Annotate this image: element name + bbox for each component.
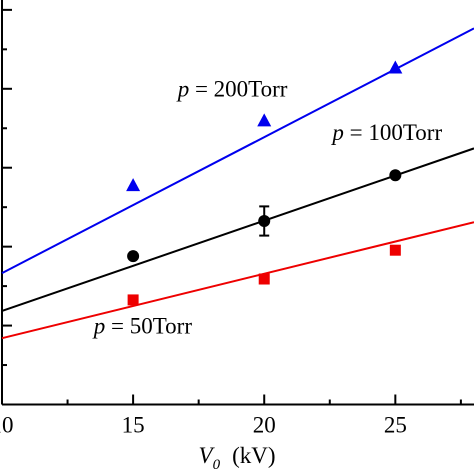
point: [389, 244, 401, 256]
point: [127, 250, 140, 263]
fit-line: [1, 27, 474, 274]
x-label-subscript: 0: [213, 457, 221, 473]
annotation-text: = 50Torr: [105, 313, 192, 338]
x-tick-label: 10: [0, 413, 14, 438]
annotation-symbol: p: [92, 313, 106, 338]
point: [388, 60, 403, 74]
annotation-text: = 200Torr: [189, 77, 288, 102]
fit-line: [1, 147, 474, 312]
point: [127, 294, 139, 306]
annotation-symbol: p: [176, 77, 190, 102]
x-tick-label: 15: [122, 413, 145, 438]
fit-line: [1, 221, 474, 340]
x-axis-label: V0 (kV): [199, 443, 276, 473]
point: [257, 113, 272, 127]
annotation: p = 100Torr: [330, 120, 442, 145]
x-label-unit: (kV): [232, 443, 275, 468]
annotation-symbol: p: [330, 120, 344, 145]
annotation-text: = 100Torr: [344, 120, 443, 145]
annotation: p = 200Torr: [176, 77, 288, 102]
x-label-symbol: V: [199, 443, 216, 468]
x-tick-label: 25: [384, 413, 407, 438]
annotation: p = 50Torr: [92, 313, 193, 338]
point: [389, 169, 402, 182]
point: [126, 178, 141, 192]
point: [258, 214, 271, 227]
point: [258, 273, 270, 285]
x-tick-label: 20: [253, 413, 276, 438]
